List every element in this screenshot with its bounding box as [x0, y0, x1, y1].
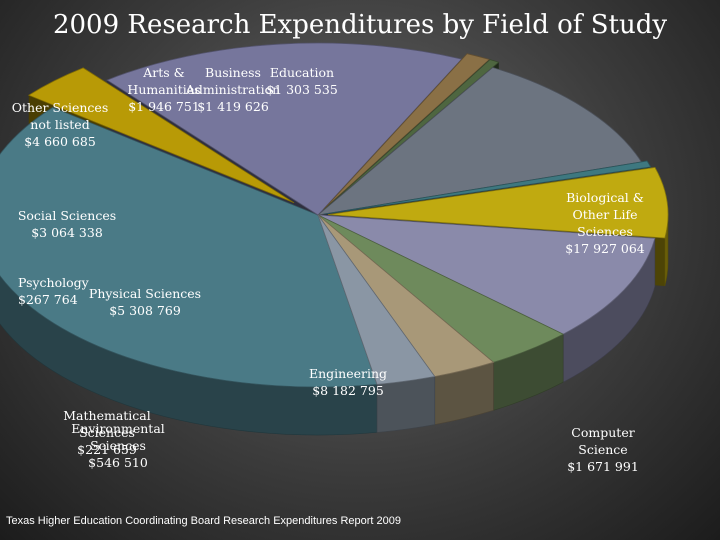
label-line: $1 946 751 — [128, 99, 200, 114]
chart-title: 2009 Research Expenditures by Field of S… — [52, 10, 668, 40]
label-line: $546 510 — [88, 455, 148, 470]
label-line: $267 764 — [18, 292, 78, 307]
label-line: Administration — [185, 82, 280, 97]
label-other-sciences-not-listed: Other Sciences not listed $4 660 685 — [12, 100, 109, 149]
slice-side-education — [376, 376, 436, 433]
label-line: Psychology — [18, 275, 90, 290]
label-line: Biological & — [566, 190, 644, 205]
label-education: Education $1 303 535 — [266, 65, 338, 97]
label-line: Sciences — [90, 438, 146, 453]
label-line: Other Life — [573, 207, 638, 222]
slice-social-sciences — [327, 167, 669, 239]
label-line: $1 671 991 — [567, 459, 639, 474]
label-psychology: Psychology $267 764 — [18, 275, 90, 307]
slice-mathematical-sciences — [323, 59, 500, 211]
label-line: $221 659 — [77, 442, 137, 457]
label-line: Sciences — [79, 425, 135, 440]
label-arts-humanities: Arts & Humanities $1 946 751 — [127, 65, 200, 114]
slice-biological-other-life-sciences — [0, 106, 378, 388]
label-physical-sciences: Physical Sciences $5 308 769 — [89, 286, 201, 318]
label-line: $5 308 769 — [109, 303, 181, 318]
label-line: Humanities — [127, 82, 200, 97]
label-line: Social Sciences — [18, 208, 116, 223]
label-line: $17 927 064 — [565, 241, 645, 256]
label-line: Sciences — [577, 224, 633, 239]
label-environmental-sciences: Environmental Sciences $546 510 — [71, 421, 165, 470]
label-mathematical-sciences: Mathematical Sciences $221 659 — [63, 408, 151, 457]
source-note: Texas Higher Education Coordinating Boar… — [6, 515, 402, 527]
label-line: Physical Sciences — [89, 286, 201, 301]
slice-psychology — [323, 160, 652, 215]
pie-tops — [0, 42, 669, 388]
label-line: not listed — [30, 117, 89, 132]
label-line: $1 419 626 — [197, 99, 269, 114]
label-line: Arts & — [142, 65, 185, 80]
label-line: $3 064 338 — [31, 225, 103, 240]
slice-environmental-sciences — [323, 53, 491, 210]
slice-labels: Biological & Other Life Sciences $17 927 06… — [12, 65, 645, 474]
label-line: Engineering — [309, 366, 387, 381]
label-computer-science: Computer Science $1 671 991 — [567, 425, 639, 474]
label-line: Computer — [571, 425, 634, 440]
slice-physical-sciences — [316, 67, 643, 216]
label-line: $1 303 535 — [266, 82, 338, 97]
label-line: Other Sciences — [12, 100, 109, 115]
slice-other-sciences-not-listed — [317, 214, 656, 335]
label-business-administration: Business Administration $1 419 626 — [185, 65, 280, 114]
slice-engineering — [106, 42, 463, 216]
label-biological-other-life-sciences: Biological & Other Life Sciences $17 927 06… — [565, 190, 645, 256]
label-line: Business — [205, 65, 261, 80]
label-line: $4 660 685 — [24, 134, 96, 149]
label-line: Environmental — [71, 421, 165, 436]
label-line: Science — [578, 442, 627, 457]
slice-education — [317, 214, 436, 385]
label-social-sciences: Social Sciences $3 064 338 — [18, 208, 116, 240]
label-line: $8 182 795 — [312, 383, 384, 398]
slice-computer-science — [27, 67, 295, 204]
label-line: Education — [270, 65, 334, 80]
label-engineering: Engineering $8 182 795 — [309, 366, 387, 398]
label-line: Mathematical — [63, 408, 151, 423]
